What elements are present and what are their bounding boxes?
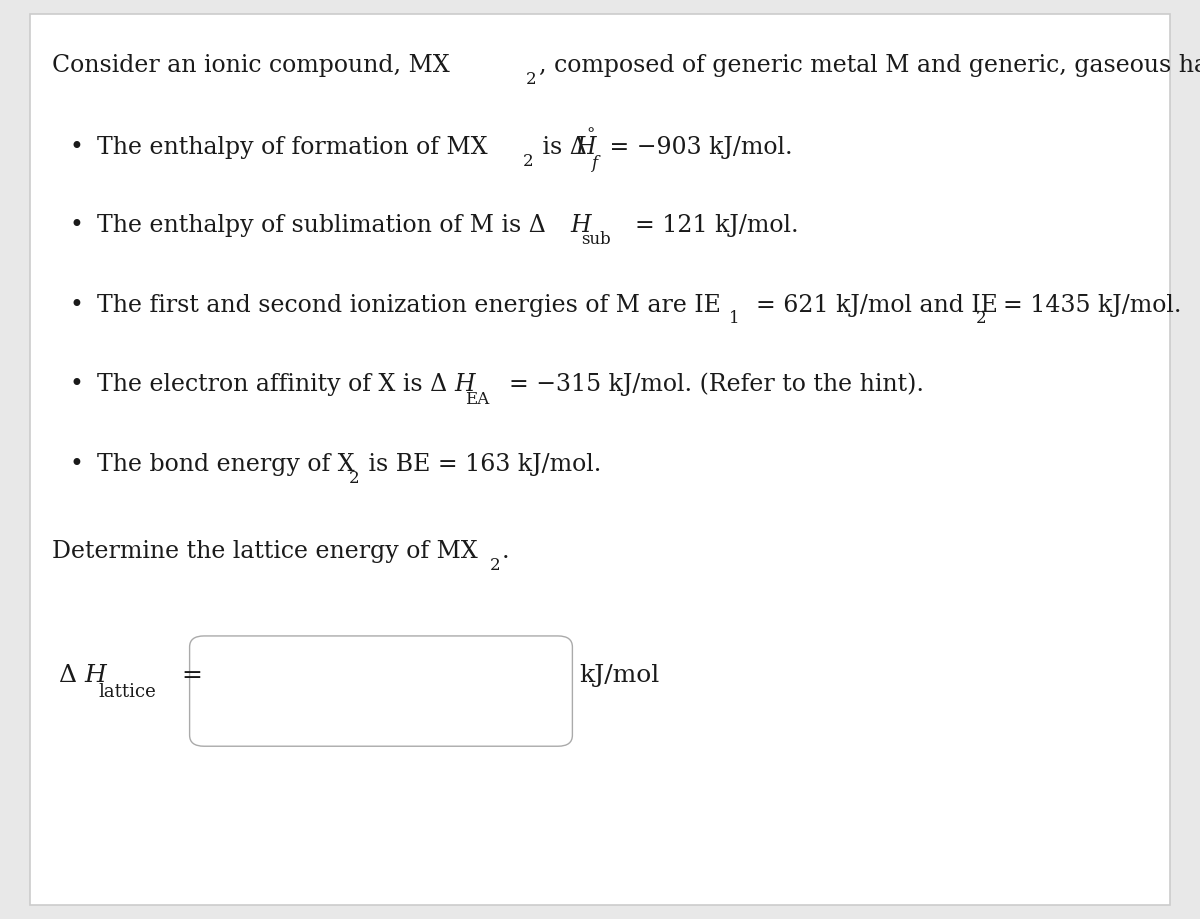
Text: Consider an ionic compound, MX: Consider an ionic compound, MX <box>52 53 449 76</box>
Text: f: f <box>590 155 598 172</box>
Text: The electron affinity of X is Δ: The electron affinity of X is Δ <box>97 373 448 396</box>
Text: =: = <box>181 664 202 686</box>
FancyBboxPatch shape <box>30 14 1170 905</box>
Text: 2: 2 <box>523 153 533 170</box>
Text: H: H <box>576 136 596 159</box>
Text: EA: EA <box>464 391 490 408</box>
Text: 2: 2 <box>491 557 500 573</box>
Text: H: H <box>84 664 106 686</box>
Text: H: H <box>454 373 475 396</box>
Text: °: ° <box>586 126 594 142</box>
Text: •: • <box>70 136 84 159</box>
Text: Δ: Δ <box>58 664 76 686</box>
Text: Determine the lattice energy of MX: Determine the lattice energy of MX <box>52 539 478 562</box>
FancyBboxPatch shape <box>190 636 572 746</box>
Text: = 621 kJ/mol and IE: = 621 kJ/mol and IE <box>740 293 998 316</box>
Text: The first and second ionization energies of M are IE: The first and second ionization energies… <box>97 293 721 316</box>
Text: kJ/mol: kJ/mol <box>580 664 660 686</box>
Text: is Δ: is Δ <box>535 136 587 159</box>
Text: = 121 kJ/mol.: = 121 kJ/mol. <box>619 213 798 236</box>
Text: 2: 2 <box>527 71 536 87</box>
Text: .: . <box>503 539 510 562</box>
Text: 2: 2 <box>977 311 986 327</box>
Text: •: • <box>70 453 84 476</box>
Text: •: • <box>70 293 84 316</box>
Text: •: • <box>70 213 84 236</box>
Text: H: H <box>571 213 592 236</box>
Text: is BE = 163 kJ/mol.: is BE = 163 kJ/mol. <box>360 453 601 476</box>
Text: The enthalpy of sublimation of M is Δ: The enthalpy of sublimation of M is Δ <box>97 213 546 236</box>
Text: 1: 1 <box>728 311 739 327</box>
Text: = −903 kJ/mol.: = −903 kJ/mol. <box>601 136 792 159</box>
Text: 2: 2 <box>348 471 359 487</box>
Text: sub: sub <box>582 232 611 248</box>
Text: = −315 kJ/mol. (Refer to the hint).: = −315 kJ/mol. (Refer to the hint). <box>494 373 924 396</box>
Text: •: • <box>70 373 84 396</box>
Text: = 1435 kJ/mol.: = 1435 kJ/mol. <box>989 293 1182 316</box>
Text: , composed of generic metal M and generic, gaseous halogen X.: , composed of generic metal M and generi… <box>540 53 1200 76</box>
Text: The bond energy of X: The bond energy of X <box>97 453 355 476</box>
Text: lattice: lattice <box>98 683 156 700</box>
Text: The enthalpy of formation of MX: The enthalpy of formation of MX <box>97 136 488 159</box>
